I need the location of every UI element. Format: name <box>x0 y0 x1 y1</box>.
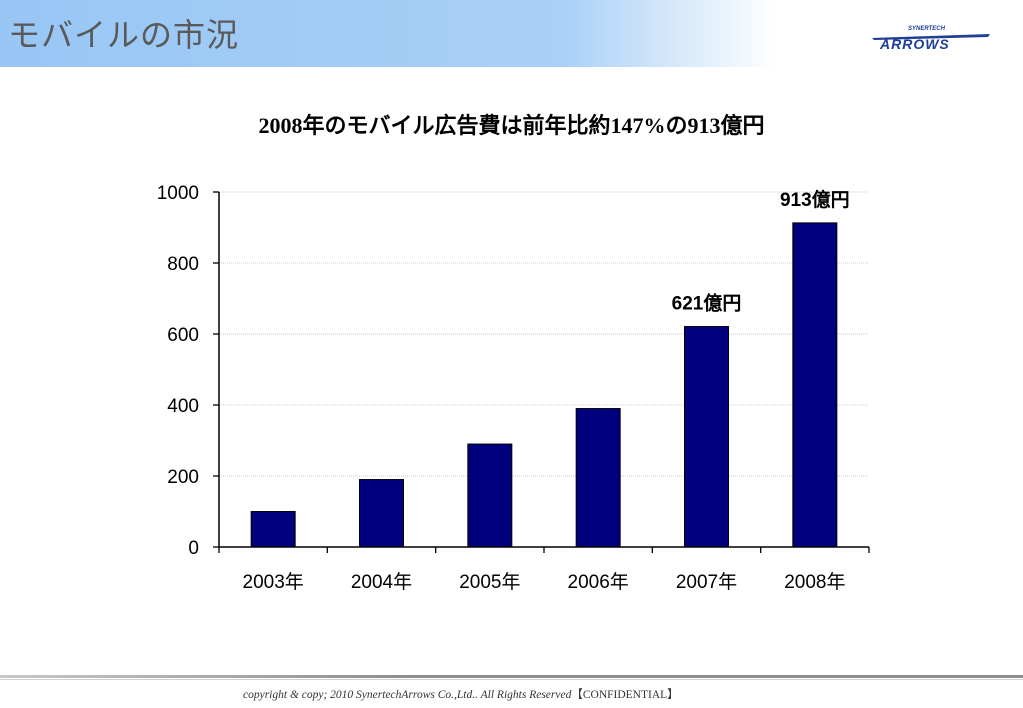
company-logo: SYNERTECH ARROWS <box>872 26 990 52</box>
page-title: モバイルの市況 <box>8 16 240 54</box>
x-tick-label: 2008年 <box>784 571 845 593</box>
data-label: 621億円 <box>672 292 742 315</box>
footer-copyright: copyright & copy; 2010 SynertechArrows C… <box>243 686 679 702</box>
x-tick-label: 2006年 <box>568 571 629 593</box>
y-tick-label: 400 <box>167 396 199 417</box>
header-banner: モバイルの市況 SYNERTECH ARROWS <box>0 0 1023 67</box>
bar <box>575 408 621 548</box>
chart-title: 2008年のモバイル広告費は前年比約147%の913億円 <box>258 113 765 138</box>
footer-divider-thin <box>0 679 1023 680</box>
y-tick-label: 1000 <box>157 183 199 204</box>
x-tick-label: 2003年 <box>243 571 304 593</box>
y-tick-label: 0 <box>188 538 199 559</box>
axis-layer: 0 200 400 600 800 1000 <box>157 183 870 559</box>
data-label: 913億円 <box>780 188 850 211</box>
x-tick-label: 2005年 <box>459 571 520 593</box>
confidential-label: 【CONFIDENTIAL】 <box>571 689 679 701</box>
bar <box>359 479 404 548</box>
bar <box>250 511 296 548</box>
x-tick-label: 2004年 <box>351 571 412 593</box>
bar <box>467 443 513 548</box>
y-tick-label: 200 <box>167 467 199 488</box>
logo-small-text: SYNERTECH <box>908 26 946 32</box>
y-tick-label: 800 <box>167 254 199 275</box>
y-tick-label: 600 <box>167 325 199 346</box>
logo-text: ARROWS <box>879 36 950 52</box>
bar <box>684 326 729 548</box>
label-layer: 2003年 2004年 2005年 2006年 2007年 621億円 2008年 913億円 <box>243 188 850 593</box>
bar <box>792 222 838 548</box>
footer-divider <box>0 675 1023 678</box>
x-tick-label: 2007年 <box>676 571 737 593</box>
copyright-text: copyright & copy; 2010 SynertechArrows C… <box>243 689 572 701</box>
bar-layer <box>250 222 838 548</box>
grid-layer <box>219 191 869 477</box>
